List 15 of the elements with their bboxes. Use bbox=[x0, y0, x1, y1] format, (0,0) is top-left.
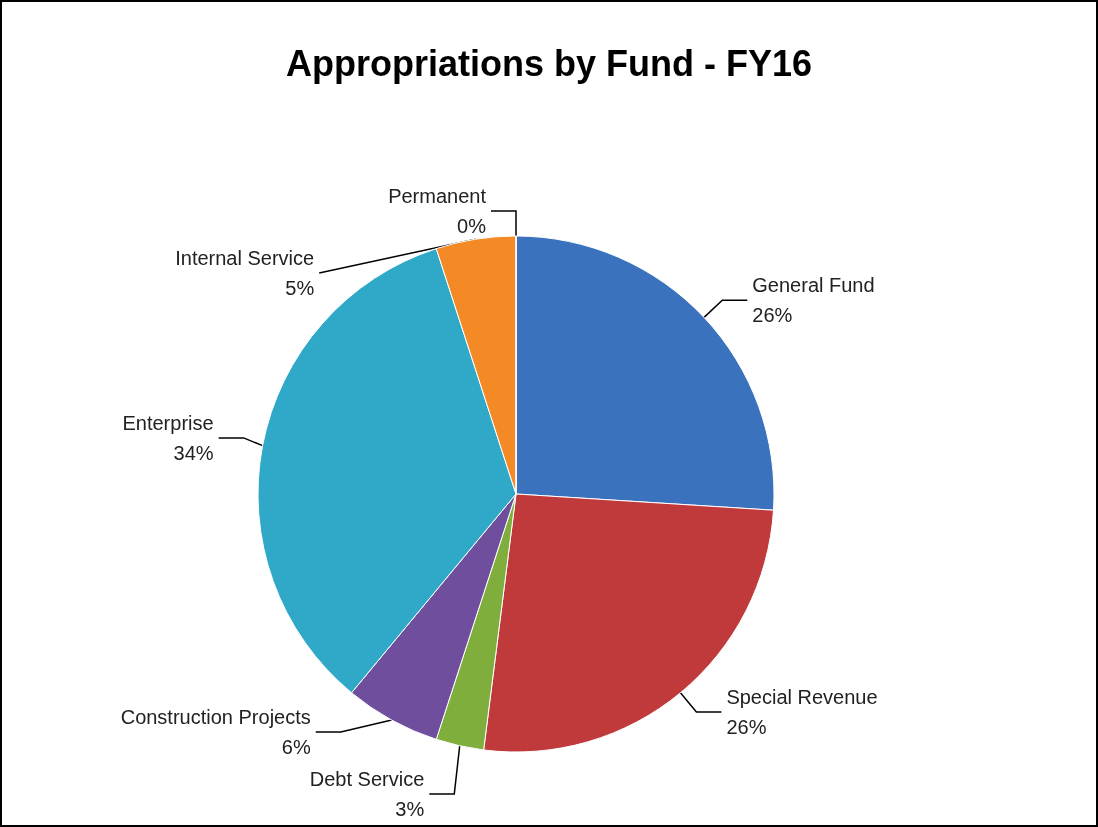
data-label: 26% bbox=[752, 304, 793, 327]
data-label: 34% bbox=[173, 441, 214, 464]
category-label: Permanent bbox=[388, 185, 486, 207]
data-label: 26% bbox=[726, 716, 767, 739]
text: 0% bbox=[457, 215, 486, 237]
slice-label: Debt Service bbox=[309, 768, 425, 790]
chart-title: Appropriations by Fund - FY16 bbox=[285, 42, 813, 84]
data-label: 6% bbox=[281, 736, 311, 758]
slice-label: Special Revenue bbox=[726, 686, 878, 709]
slice-label: Enterprise bbox=[122, 411, 214, 434]
slice-label: Internal Service bbox=[175, 247, 315, 269]
slice-label: Construction Projects bbox=[120, 706, 311, 728]
data-label: 3% bbox=[395, 798, 425, 820]
slice-label: General Fund bbox=[752, 274, 875, 297]
data-label: 5% bbox=[285, 277, 315, 299]
